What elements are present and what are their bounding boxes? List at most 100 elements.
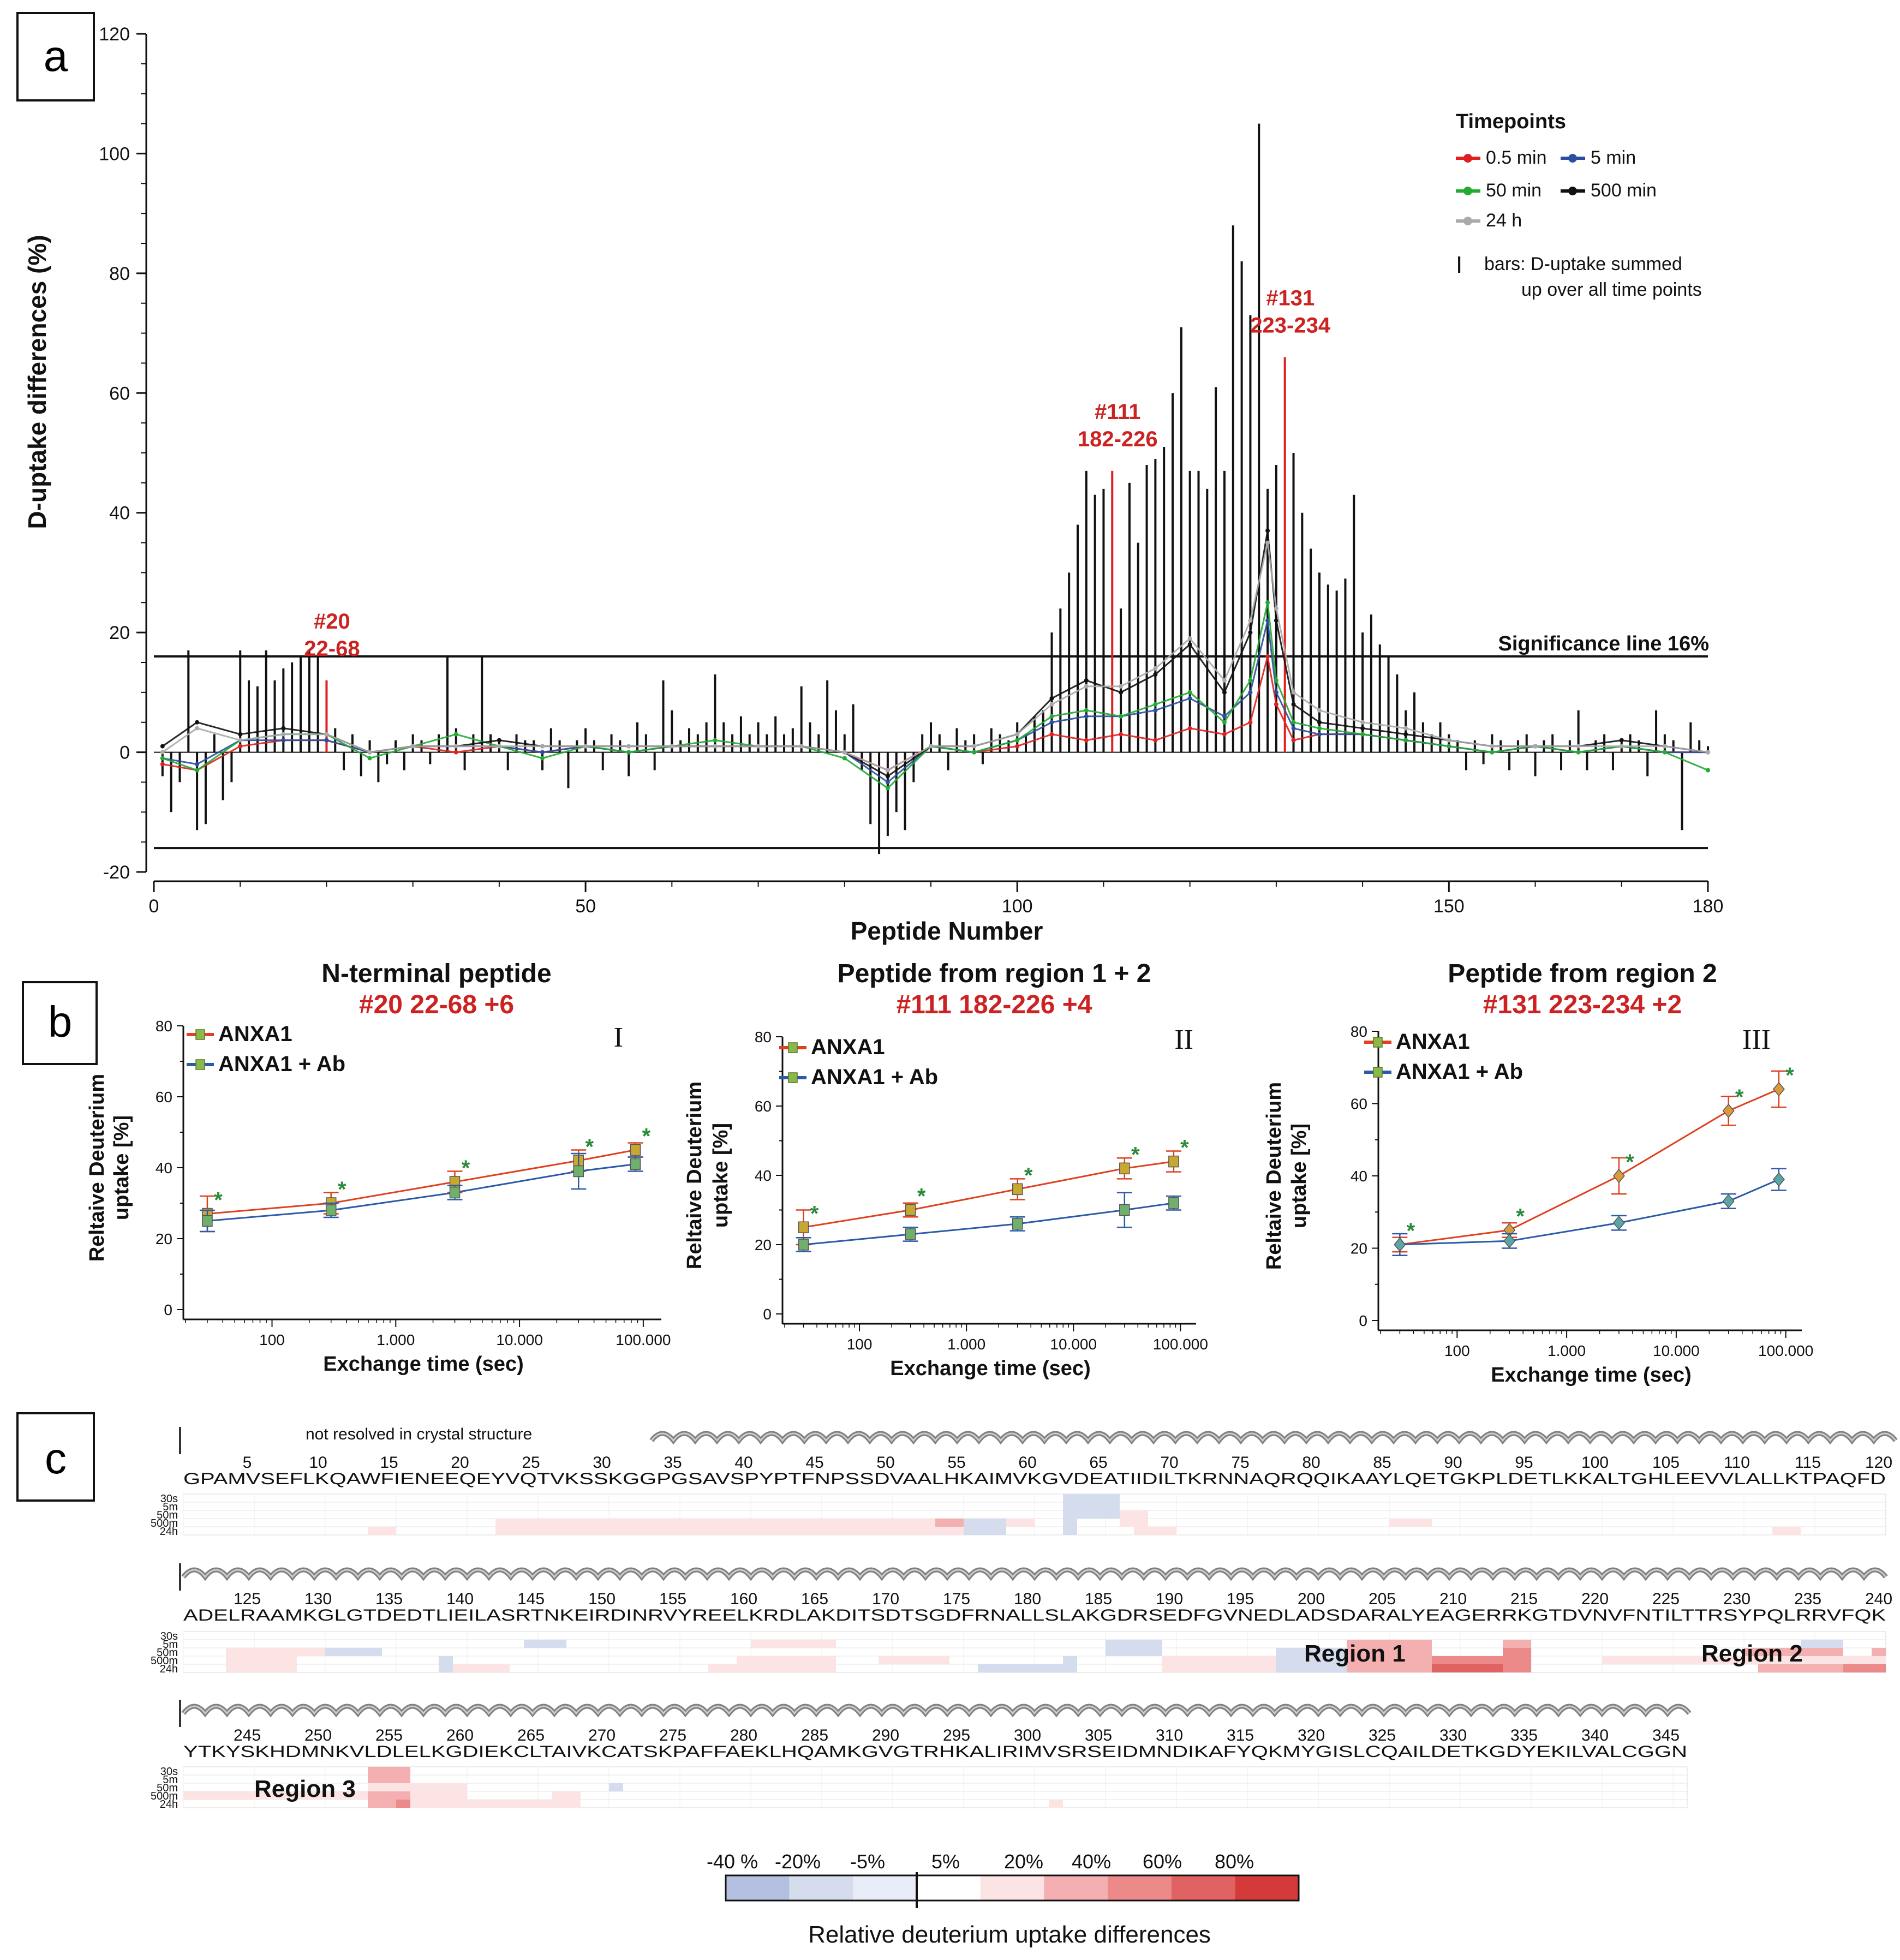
- heatmap-cell: [495, 1527, 935, 1535]
- x-tick-label: 150: [1433, 896, 1465, 917]
- region-label: Region 3: [254, 1776, 356, 1802]
- heatmap-cell: [325, 1648, 382, 1656]
- heatmap-cell: [935, 1527, 964, 1535]
- b-y-tick-label: 20: [1351, 1240, 1367, 1257]
- residue-number: 270: [588, 1726, 616, 1744]
- heatmap-cell: [1063, 1494, 1120, 1502]
- series-point: [1248, 618, 1253, 623]
- b-legend-marker: [788, 1042, 798, 1053]
- residue-number: 150: [588, 1590, 616, 1608]
- scale-swatch: [1044, 1875, 1108, 1901]
- series-point: [1222, 720, 1227, 725]
- series-point: [713, 744, 718, 749]
- residue-number: 310: [1156, 1726, 1183, 1744]
- heatmap-cell: [1162, 1664, 1276, 1672]
- b-legend-marker: [195, 1059, 205, 1070]
- series-point: [1360, 726, 1365, 731]
- series-point: [1265, 600, 1270, 605]
- b-point: [325, 1204, 337, 1216]
- series-point: [1291, 720, 1296, 725]
- scale-label: 60%: [1143, 1850, 1182, 1873]
- legend-bar-glyph: I: [1456, 252, 1462, 278]
- b-y-tick-label: 40: [1351, 1168, 1367, 1185]
- heatmap-cell: [1872, 1648, 1886, 1656]
- residue-number: 30: [593, 1454, 611, 1472]
- residue-number: 230: [1723, 1590, 1750, 1608]
- series-point: [1265, 654, 1270, 659]
- series-point: [1049, 720, 1054, 725]
- series-point: [1706, 750, 1710, 755]
- b-point: [905, 1204, 916, 1216]
- b-series-line: [1400, 1088, 1779, 1246]
- series-line: [162, 530, 1708, 778]
- b-y-tick-label: 80: [1351, 1023, 1367, 1040]
- residue-number: 10: [309, 1454, 327, 1472]
- series-point: [195, 720, 200, 725]
- series-point: [195, 768, 200, 773]
- residue-number: 125: [234, 1590, 261, 1608]
- panel-a-xlabel: Peptide Number: [851, 917, 1043, 945]
- series-point: [160, 756, 165, 761]
- b-y-tick-label: 0: [763, 1306, 772, 1323]
- series-point: [1015, 738, 1020, 743]
- heatmap-cell: [1134, 1519, 1148, 1527]
- residue-number: 195: [1227, 1590, 1254, 1608]
- series-point: [540, 756, 545, 761]
- residue-number: 155: [659, 1590, 686, 1608]
- b-x-tick-label: 100.000: [616, 1331, 671, 1348]
- series-point: [1222, 732, 1227, 737]
- residue-number: 215: [1510, 1590, 1538, 1608]
- b-legend-label: ANXA1: [811, 1035, 885, 1059]
- series-point: [929, 744, 933, 749]
- heatmap-cell: [1120, 1510, 1134, 1519]
- residue-number: 145: [517, 1590, 545, 1608]
- b-point: [1012, 1218, 1023, 1230]
- y-tick-label: 60: [109, 383, 130, 404]
- heatmap-cell: [737, 1656, 836, 1664]
- legend-marker: [1568, 187, 1577, 195]
- series-point: [160, 762, 165, 767]
- b-point: [630, 1144, 641, 1156]
- panel-c-letter: c: [45, 1434, 67, 1483]
- b-legend-marker: [195, 1029, 205, 1040]
- b-legend-label: ANXA1: [1396, 1030, 1470, 1054]
- series-point: [1049, 702, 1054, 707]
- b-y-tick-label: 20: [156, 1230, 172, 1247]
- b-chart-1: N-terminal peptide#20 22-68 +6 I 0 20 40 60 80…: [86, 959, 671, 1376]
- b-legend-label: ANXA1: [218, 1022, 292, 1046]
- b-series-line: [803, 1161, 1174, 1228]
- legend-marker: [1463, 217, 1472, 225]
- residue-number: 170: [872, 1590, 899, 1608]
- heatmap-cell: [1063, 1510, 1120, 1519]
- residue-number: 205: [1369, 1590, 1396, 1608]
- series-point: [1576, 744, 1581, 749]
- heatmap-cell: [1347, 1656, 1432, 1664]
- b-point: [1772, 1081, 1785, 1097]
- b-x-tick-label: 1.000: [1548, 1342, 1586, 1359]
- series-point: [1274, 606, 1278, 611]
- b-y-tick-label: 60: [1351, 1096, 1367, 1113]
- series-point: [453, 744, 458, 749]
- series-line: [162, 620, 1708, 784]
- b-point: [202, 1215, 213, 1227]
- b-significance-star: *: [462, 1156, 470, 1180]
- region-label: Region 2: [1701, 1640, 1803, 1667]
- series-point: [238, 738, 243, 743]
- heatmap-cell: [1843, 1664, 1886, 1672]
- heatmap-cell: [410, 1783, 467, 1791]
- residue-number: 330: [1439, 1726, 1467, 1744]
- b-point: [1394, 1237, 1406, 1252]
- series-point: [842, 756, 847, 761]
- series-point: [367, 750, 372, 755]
- residue-number: 55: [947, 1454, 965, 1472]
- timepoint-label: 24h: [160, 1663, 178, 1675]
- b-x-tick-label: 1.000: [377, 1331, 415, 1348]
- series-point: [1360, 732, 1365, 737]
- b-x-tick-label: 100.000: [1758, 1342, 1813, 1359]
- legend-marker: [1463, 187, 1472, 195]
- heatmap-cell: [751, 1640, 836, 1648]
- heatmap-cell: [1503, 1648, 1531, 1656]
- series-point: [540, 744, 545, 749]
- series-point: [1153, 708, 1158, 713]
- b-y-tick-label: 40: [755, 1167, 772, 1184]
